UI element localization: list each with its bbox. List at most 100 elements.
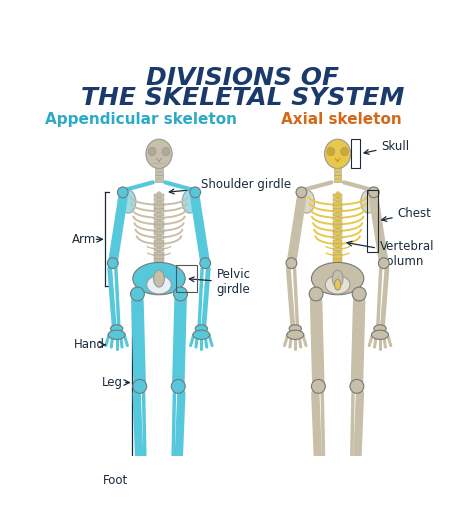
Ellipse shape xyxy=(299,190,315,213)
Ellipse shape xyxy=(350,476,372,485)
Ellipse shape xyxy=(146,275,171,294)
Bar xyxy=(333,202,342,205)
Circle shape xyxy=(190,187,201,198)
Circle shape xyxy=(296,187,307,198)
Ellipse shape xyxy=(325,139,351,168)
Bar xyxy=(333,194,342,197)
Ellipse shape xyxy=(120,190,136,213)
Circle shape xyxy=(368,187,379,198)
Ellipse shape xyxy=(146,139,172,168)
Bar xyxy=(155,225,164,228)
Ellipse shape xyxy=(311,263,364,295)
Bar xyxy=(155,236,164,239)
Bar xyxy=(333,209,342,212)
Bar xyxy=(155,260,164,263)
Ellipse shape xyxy=(287,330,304,339)
Circle shape xyxy=(137,466,147,477)
Bar xyxy=(155,198,164,201)
Ellipse shape xyxy=(372,330,389,339)
Circle shape xyxy=(108,258,118,269)
Bar xyxy=(333,205,342,208)
Bar xyxy=(333,240,342,243)
Bar xyxy=(334,179,341,182)
Circle shape xyxy=(286,258,297,269)
Bar xyxy=(333,244,342,247)
Circle shape xyxy=(130,287,145,301)
Bar xyxy=(155,228,164,231)
Bar xyxy=(155,172,163,175)
Circle shape xyxy=(350,379,364,393)
Bar xyxy=(333,213,342,216)
Bar xyxy=(351,139,360,168)
Ellipse shape xyxy=(335,280,341,290)
Bar xyxy=(333,251,342,254)
Bar xyxy=(334,172,341,175)
Ellipse shape xyxy=(195,325,208,332)
Circle shape xyxy=(200,258,210,269)
Ellipse shape xyxy=(325,275,350,294)
Text: Axial skeleton: Axial skeleton xyxy=(281,112,402,126)
Circle shape xyxy=(133,379,146,393)
Ellipse shape xyxy=(327,147,335,156)
Bar xyxy=(155,232,164,236)
Ellipse shape xyxy=(171,476,193,485)
Text: Chest: Chest xyxy=(382,207,431,221)
Bar xyxy=(155,217,164,220)
Bar xyxy=(333,198,342,201)
Bar xyxy=(333,248,342,251)
Bar xyxy=(155,240,164,243)
Text: Pelvic
girdle: Pelvic girdle xyxy=(189,268,251,296)
Bar xyxy=(176,265,198,292)
Circle shape xyxy=(171,379,185,393)
Ellipse shape xyxy=(304,476,325,485)
Circle shape xyxy=(378,258,389,269)
Ellipse shape xyxy=(148,147,156,156)
Circle shape xyxy=(173,287,188,301)
Text: Skull: Skull xyxy=(364,140,410,154)
Ellipse shape xyxy=(108,330,125,339)
Text: Foot: Foot xyxy=(102,474,128,487)
Bar xyxy=(333,228,342,231)
Circle shape xyxy=(309,287,323,301)
Text: Hand: Hand xyxy=(74,338,105,351)
Circle shape xyxy=(171,466,182,477)
Bar xyxy=(333,260,342,263)
Bar xyxy=(333,221,342,224)
Bar xyxy=(155,213,164,216)
Text: Leg: Leg xyxy=(102,376,123,389)
Ellipse shape xyxy=(361,190,376,213)
Bar xyxy=(155,244,164,247)
Bar xyxy=(333,236,342,239)
Circle shape xyxy=(118,187,128,198)
Text: THE SKELETAL SYSTEM: THE SKELETAL SYSTEM xyxy=(81,87,405,111)
Ellipse shape xyxy=(162,147,170,156)
Ellipse shape xyxy=(341,147,348,156)
Bar xyxy=(155,205,164,208)
Bar xyxy=(333,255,342,259)
Ellipse shape xyxy=(332,270,343,287)
Text: Arm: Arm xyxy=(72,233,96,246)
Text: Vertebral
column: Vertebral column xyxy=(347,240,435,268)
Bar xyxy=(155,221,164,224)
Text: Shoulder girdle: Shoulder girdle xyxy=(169,178,292,194)
Bar xyxy=(155,248,164,251)
Bar xyxy=(333,232,342,236)
Bar xyxy=(155,168,163,171)
Bar xyxy=(367,190,378,251)
Ellipse shape xyxy=(154,270,164,287)
Bar xyxy=(155,209,164,212)
Text: DIVISIONS OF: DIVISIONS OF xyxy=(146,67,339,91)
Bar xyxy=(155,194,164,197)
Ellipse shape xyxy=(374,325,386,332)
Bar xyxy=(155,251,164,254)
Bar xyxy=(155,179,163,182)
Circle shape xyxy=(349,466,360,477)
Ellipse shape xyxy=(289,325,301,332)
Ellipse shape xyxy=(110,325,123,332)
Circle shape xyxy=(311,379,325,393)
Bar xyxy=(155,255,164,259)
Bar xyxy=(155,176,163,178)
Bar xyxy=(333,225,342,228)
Ellipse shape xyxy=(193,330,210,339)
Bar xyxy=(334,168,341,171)
